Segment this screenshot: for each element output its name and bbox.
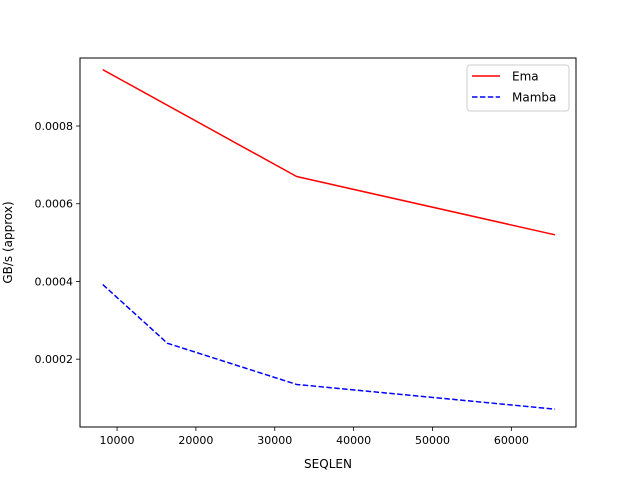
y-axis-ticks: 0.0002 0.0004 0.0006 0.0008 bbox=[35, 120, 80, 366]
y-tick-label: 0.0008 bbox=[35, 120, 74, 133]
series-line-mamba bbox=[102, 284, 556, 410]
legend: Ema Mamba bbox=[466, 64, 570, 112]
x-tick-label: 20000 bbox=[178, 434, 213, 447]
x-tick-label: 50000 bbox=[415, 434, 450, 447]
series-layer bbox=[102, 69, 556, 410]
y-tick-label: 0.0006 bbox=[35, 198, 74, 211]
y-tick-label: 0.0004 bbox=[35, 275, 74, 288]
x-tick-label: 30000 bbox=[257, 434, 292, 447]
y-tick-label: 0.0002 bbox=[35, 353, 74, 366]
x-axis-label: SEQLEN bbox=[304, 457, 352, 471]
legend-label-mamba: Mamba bbox=[512, 91, 556, 105]
x-tick-label: 40000 bbox=[336, 434, 371, 447]
series-line-ema bbox=[102, 69, 556, 236]
x-tick-label: 10000 bbox=[100, 434, 135, 447]
y-axis-label: GB/s (approx) bbox=[1, 201, 15, 283]
x-tick-label: 60000 bbox=[494, 434, 529, 447]
plot-frame bbox=[79, 57, 577, 428]
x-axis-ticks: 10000 20000 30000 40000 50000 60000 bbox=[100, 427, 529, 447]
legend-label-ema: Ema bbox=[512, 70, 539, 84]
plot-area bbox=[80, 58, 576, 427]
